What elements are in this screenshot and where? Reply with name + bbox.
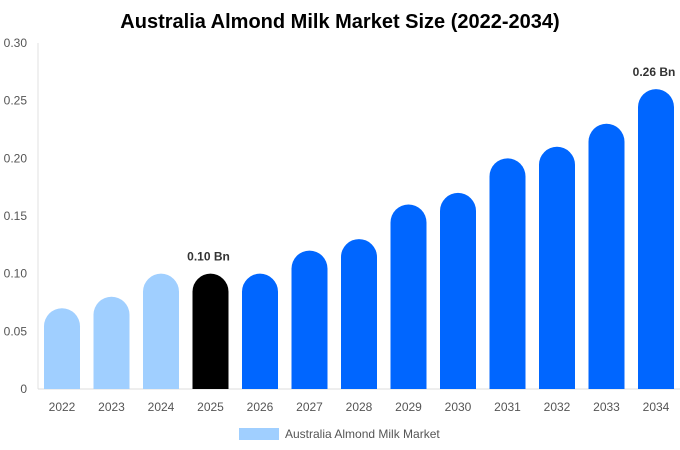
x-tick-label: 2028 (346, 400, 373, 414)
bar-2025[interactable] (192, 273, 229, 389)
legend-swatch (239, 428, 279, 440)
bar-2033[interactable] (588, 123, 625, 389)
x-tick-label: 2030 (445, 400, 472, 414)
legend[interactable]: Australia Almond Milk Market (239, 427, 440, 441)
x-tick-label: 2025 (197, 400, 224, 414)
x-tick-label: 2026 (247, 400, 274, 414)
x-tick-label: 2022 (49, 400, 76, 414)
bar-2028[interactable] (341, 239, 377, 389)
y-tick-label: 0.15 (4, 209, 28, 223)
y-tick-label: 0.10 (4, 267, 28, 281)
legend-label: Australia Almond Milk Market (285, 427, 440, 441)
bar-2034[interactable] (638, 89, 674, 389)
y-tick-label: 0 (20, 382, 27, 396)
bar-2022[interactable] (44, 308, 80, 389)
bar-2026[interactable] (242, 273, 278, 389)
x-tick-label: 2027 (296, 400, 323, 414)
bar-2032[interactable] (539, 146, 575, 389)
bar-2030[interactable] (440, 192, 476, 389)
y-tick-label: 0.30 (4, 36, 28, 50)
y-tick-label: 0.25 (4, 94, 28, 108)
x-tick-label: 2023 (98, 400, 125, 414)
y-tick-label: 0.20 (4, 151, 28, 165)
bar-2031[interactable] (489, 158, 526, 389)
x-tick-label: 2024 (148, 400, 175, 414)
x-tick-label: 2031 (494, 400, 521, 414)
y-tick-label: 0.05 (4, 324, 28, 338)
bar-2029[interactable] (390, 204, 427, 389)
data-label: 0.10 Bn (187, 250, 230, 264)
bar-2024[interactable] (143, 273, 179, 389)
bar-2027[interactable] (291, 250, 328, 389)
bar-2023[interactable] (93, 296, 130, 389)
x-tick-label: 2033 (593, 400, 620, 414)
x-tick-label: 2029 (395, 400, 422, 414)
chart-title: Australia Almond Milk Market Size (2022-… (120, 11, 559, 33)
data-label: 0.26 Bn (633, 65, 676, 79)
x-tick-label: 2034 (643, 400, 670, 414)
x-tick-label: 2032 (544, 400, 571, 414)
